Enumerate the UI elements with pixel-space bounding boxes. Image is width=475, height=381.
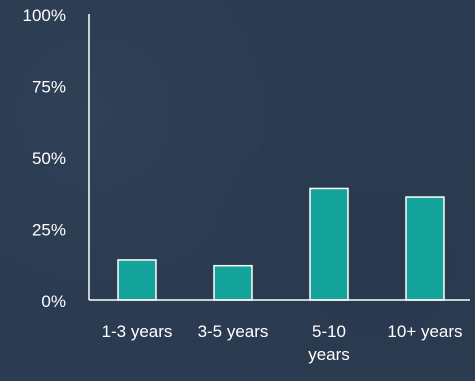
x-tick-label: 3-5 years [198,322,269,341]
y-tick-label: 25% [32,221,66,240]
y-tick-label: 75% [32,78,66,97]
y-tick-label: 100% [23,6,66,25]
y-tick-label: 50% [32,149,66,168]
y-tick-label: 0% [41,292,66,311]
x-tick-label: 5-10 [312,322,346,341]
bar [117,259,157,301]
y-axis-tick-labels: 0% 25% 50% 75% 100% [23,6,66,311]
x-tick-label: 1-3 years [102,322,173,341]
bar [213,264,253,301]
x-axis-tick-labels: 1-3 years 3-5 years 5-10 years 10+ years [102,322,463,364]
bar [309,187,349,301]
x-tick-label: 10+ years [387,322,462,341]
bars-group [117,187,445,301]
x-tick-label: years [308,345,350,364]
bar [405,196,445,301]
